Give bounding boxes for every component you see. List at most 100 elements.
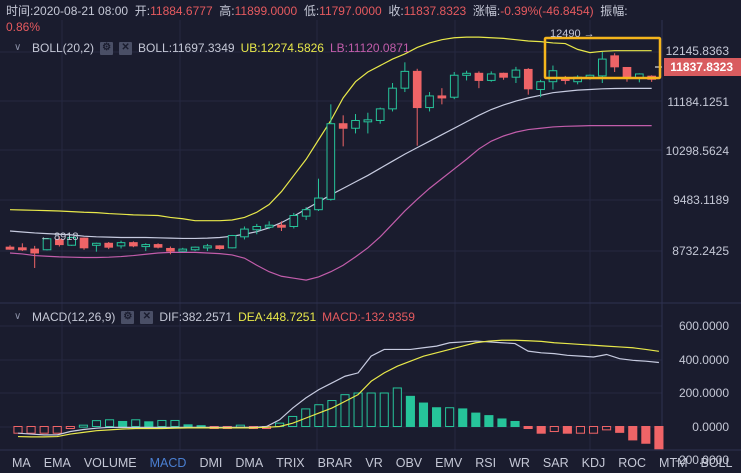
candle-up: [486, 73, 496, 81]
collapse-chevron-icon[interactable]: ∨: [14, 42, 22, 53]
settings-gear-icon[interactable]: ⚙: [100, 41, 114, 55]
candle-down: [610, 55, 619, 68]
macd-histogram-bar: [170, 419, 180, 428]
tab-vr[interactable]: VR: [365, 456, 383, 470]
macd-histogram-bar: [418, 402, 429, 427]
macd-histogram-bar: [118, 420, 128, 428]
indicator-tabs: MA EMA VOLUME MACD DMI DMA TRIX BRAR VR OBV EMV RSI…: [12, 456, 732, 470]
tab-brar[interactable]: BRAR: [317, 456, 353, 470]
candle-up: [264, 224, 274, 228]
candle-down: [18, 247, 27, 251]
boll-mid-value: BOLL:11697.3349: [138, 41, 235, 55]
candle-down: [622, 66, 632, 78]
macd-histogram-bar: [65, 426, 75, 429]
candle-up: [116, 242, 126, 247]
tab-mtm[interactable]: MTM: [659, 456, 688, 470]
close-label: 收:: [388, 4, 404, 18]
settings-gear-icon[interactable]: ⚙: [121, 310, 135, 324]
tab-obv[interactable]: OBV: [395, 456, 423, 470]
macd-histogram-bar: [105, 419, 115, 427]
candle-down: [166, 247, 175, 252]
macd-histogram-bar: [445, 407, 455, 427]
tab-ema[interactable]: EMA: [43, 456, 71, 470]
macd-histogram-bar: [432, 407, 442, 427]
close-icon[interactable]: ✕: [140, 310, 154, 324]
tab-roc[interactable]: ROC: [618, 456, 647, 470]
candle-down: [412, 70, 422, 109]
candle-up: [190, 246, 200, 251]
high-label: 高:: [219, 4, 235, 18]
candle-up: [301, 209, 311, 217]
macd-histogram-bar: [628, 426, 638, 441]
candle-up: [203, 245, 212, 249]
ohlc-info-bar: 时间:2020-08-21 08:00 开:11884.6777 高:11899…: [6, 3, 736, 35]
candle-down: [79, 237, 89, 249]
price-axis-label: 12145.8363: [665, 44, 729, 58]
candle-up: [240, 228, 249, 238]
macd-histogram-bar: [91, 420, 102, 428]
tab-dmi[interactable]: DMI: [199, 456, 223, 470]
tab-emv[interactable]: EMV: [435, 456, 463, 470]
candle-up: [289, 215, 299, 227]
high-price-marker: 12490 →: [550, 28, 595, 40]
price-axis-label: 11184.1251: [667, 95, 729, 109]
macd-histogram-bar: [379, 392, 389, 427]
macd-histogram-bar: [405, 395, 415, 428]
macd-axis-label: 0.0000: [692, 420, 729, 434]
candle-up: [462, 72, 471, 76]
macd-histogram-bar: [615, 426, 625, 433]
candle-down: [129, 242, 138, 247]
macd-histogram-bar: [641, 426, 651, 444]
macd-histogram-bar: [340, 394, 350, 427]
low-value: 11797.0000: [319, 4, 382, 18]
tab-macd[interactable]: MACD: [149, 456, 187, 470]
candle-up: [375, 108, 385, 121]
tab-ma[interactable]: MA: [12, 456, 31, 470]
candle-up: [536, 81, 545, 90]
candle-up: [449, 74, 459, 98]
macd-indicator-name: MACD(12,26,9): [32, 310, 116, 324]
candle-up: [252, 225, 262, 231]
macd-axis-label: 200.0000: [678, 386, 729, 400]
macd-histogram-bar: [510, 420, 520, 428]
change-label: 涨幅:: [472, 4, 501, 18]
price-axis-label: 10298.5624: [665, 144, 729, 158]
price-axis-label: 9483.1189: [673, 193, 729, 207]
candle-down: [153, 244, 163, 248]
tab-volume[interactable]: VOLUME: [83, 456, 137, 470]
change-value: -0.39%(-46.8454): [500, 4, 594, 18]
candle-up: [388, 87, 397, 110]
macd-histogram-bar: [39, 426, 49, 434]
tab-trix[interactable]: TRIX: [276, 456, 305, 470]
macd-dea-value: DEA:448.7251: [238, 310, 317, 324]
candle-down: [215, 245, 225, 249]
highlight-box: [543, 36, 662, 80]
candle-down: [338, 123, 348, 129]
candle-up: [141, 244, 151, 248]
macd-dif-value: DIF:382.2571: [159, 310, 233, 324]
tab-boll[interactable]: BOLL: [700, 456, 733, 470]
macd-histogram-bar: [588, 426, 599, 434]
candle-up: [363, 119, 373, 123]
tab-kdj[interactable]: KDJ: [581, 456, 606, 470]
macd-histogram-bar: [144, 421, 154, 427]
macd-histogram-bar: [602, 426, 612, 431]
tab-wr[interactable]: WR: [509, 456, 530, 470]
macd-histogram-bar: [327, 400, 337, 428]
candle-down: [30, 248, 40, 254]
macd-histogram-bar: [183, 424, 193, 428]
tab-rsi[interactable]: RSI: [475, 456, 497, 470]
tab-sar[interactable]: SAR: [542, 456, 569, 470]
collapse-chevron-icon[interactable]: ∨: [14, 311, 22, 322]
macd-histogram-bar: [314, 404, 324, 428]
macd-histogram-bar: [52, 426, 62, 434]
candle-up: [425, 95, 434, 109]
macd-histogram-bar: [366, 392, 376, 427]
candle-down: [104, 242, 114, 248]
time-value: 2020-08-21 08:00: [33, 4, 129, 18]
amplitude-label: 振幅:: [600, 4, 628, 18]
tab-dma[interactable]: DMA: [235, 456, 264, 470]
candle-down: [437, 95, 447, 99]
close-icon[interactable]: ✕: [119, 41, 133, 55]
